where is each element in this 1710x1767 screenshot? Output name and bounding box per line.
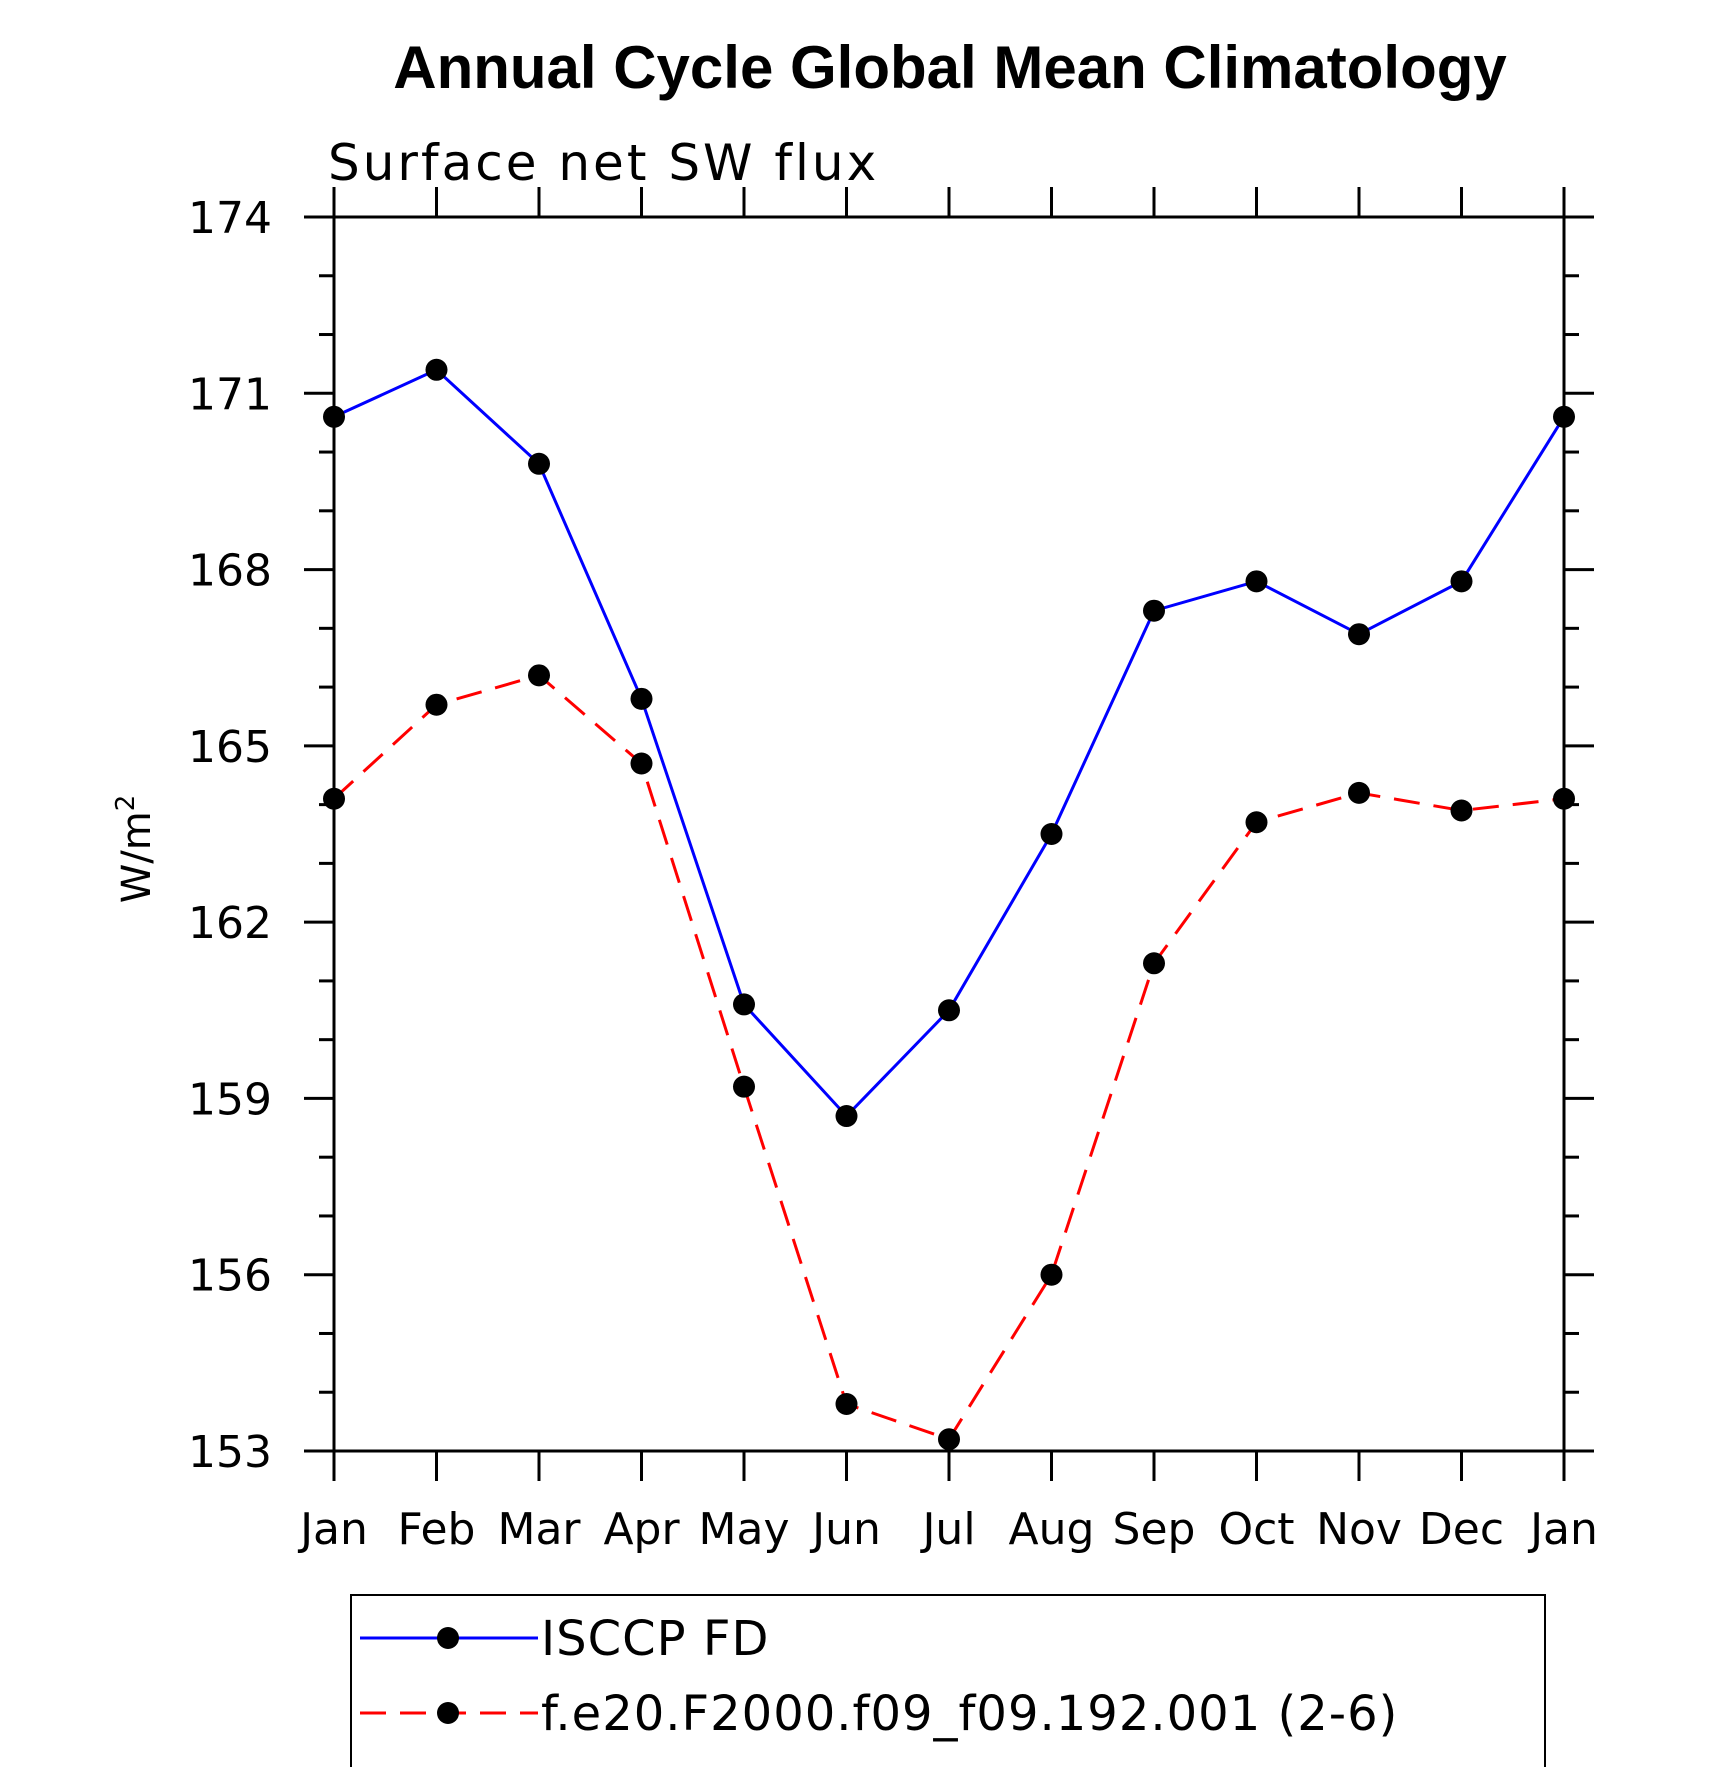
series-2-point xyxy=(1040,1263,1063,1286)
x-tick-label: Jan xyxy=(297,1504,368,1555)
series-2-point xyxy=(1143,952,1165,975)
series-1-point xyxy=(1040,823,1063,845)
legend: ISCCP FD f.e20.F2000.f09_f09.192.001 (2-6… xyxy=(350,1594,1546,1767)
chart-subtitle: Surface net SW flux xyxy=(328,134,879,192)
series-2-point xyxy=(1245,811,1268,834)
axis-tick-labels: 153 156 159 162 165 168 171 174 Jan Feb Mar Apr May J… xyxy=(188,193,1598,1555)
y-tick-label: 165 xyxy=(188,722,272,773)
legend-label-2: f.e20.F2000.f09_f09.192.001 (2-6) xyxy=(541,1686,1398,1742)
series-2-point xyxy=(1553,787,1575,810)
legend-box xyxy=(350,1594,1546,1767)
y-axis-label-superscript: 2 xyxy=(111,795,141,812)
series-2-point xyxy=(425,693,448,716)
x-tick-label: Mar xyxy=(497,1504,581,1555)
plot-frame xyxy=(332,215,1566,1453)
legend-marker-2 xyxy=(437,1702,459,1724)
axis-ticks xyxy=(304,187,1594,1481)
x-tick-label: Nov xyxy=(1316,1504,1402,1555)
series-1-point xyxy=(425,358,448,381)
series-line-2 xyxy=(332,673,1565,1442)
series-1-point xyxy=(1143,599,1165,622)
x-tick-label: Jan xyxy=(1527,1504,1598,1555)
series-1-point xyxy=(733,993,755,1016)
svg-text:W/m2: W/m2 xyxy=(111,795,160,904)
y-tick-label: 171 xyxy=(188,369,272,420)
y-axis-label-text: W/m xyxy=(114,811,160,903)
x-tick-label: Jul xyxy=(919,1504,975,1555)
y-tick-label: 168 xyxy=(188,546,272,597)
x-tick-label: Oct xyxy=(1218,1504,1294,1555)
x-tick-label: Apr xyxy=(603,1504,680,1555)
series-1-point xyxy=(938,999,960,1022)
series-2-point xyxy=(835,1392,858,1415)
series-2-point xyxy=(1450,799,1473,822)
legend-marker-1 xyxy=(437,1627,459,1649)
series-1-point xyxy=(1450,570,1473,593)
series-layer xyxy=(323,358,1575,1451)
series-1-point xyxy=(630,687,653,710)
series-1-point xyxy=(323,405,345,428)
x-tick-label: Feb xyxy=(398,1504,476,1555)
x-tick-label: May xyxy=(699,1504,790,1555)
series-1-point xyxy=(835,1105,858,1128)
y-tick-label: 153 xyxy=(188,1427,272,1478)
y-tick-label: 174 xyxy=(188,193,272,244)
series-1-point xyxy=(1348,623,1370,646)
series-1-point xyxy=(1245,570,1268,593)
y-axis-label: W/m2 xyxy=(111,795,160,904)
chart-title: Annual Cycle Global Mean Climatology xyxy=(393,34,1507,101)
series-1-point xyxy=(1553,405,1575,428)
series-2-point xyxy=(733,1075,755,1098)
series-2-point xyxy=(938,1428,960,1451)
x-tick-label: Jun xyxy=(809,1504,881,1555)
series-2-point xyxy=(630,752,653,775)
x-tick-label: Dec xyxy=(1419,1504,1504,1555)
series-2-point xyxy=(1348,781,1370,804)
y-tick-label: 162 xyxy=(188,898,272,949)
series-2-point xyxy=(323,787,345,810)
series-2-point xyxy=(528,664,550,687)
series-1-point xyxy=(528,452,550,475)
y-tick-label: 156 xyxy=(188,1251,272,1302)
plot-border xyxy=(332,215,1566,1453)
legend-label-1: ISCCP FD xyxy=(541,1611,769,1667)
x-tick-label: Sep xyxy=(1113,1504,1196,1555)
y-tick-label: 159 xyxy=(188,1074,272,1125)
x-tick-label: Aug xyxy=(1009,1504,1095,1555)
